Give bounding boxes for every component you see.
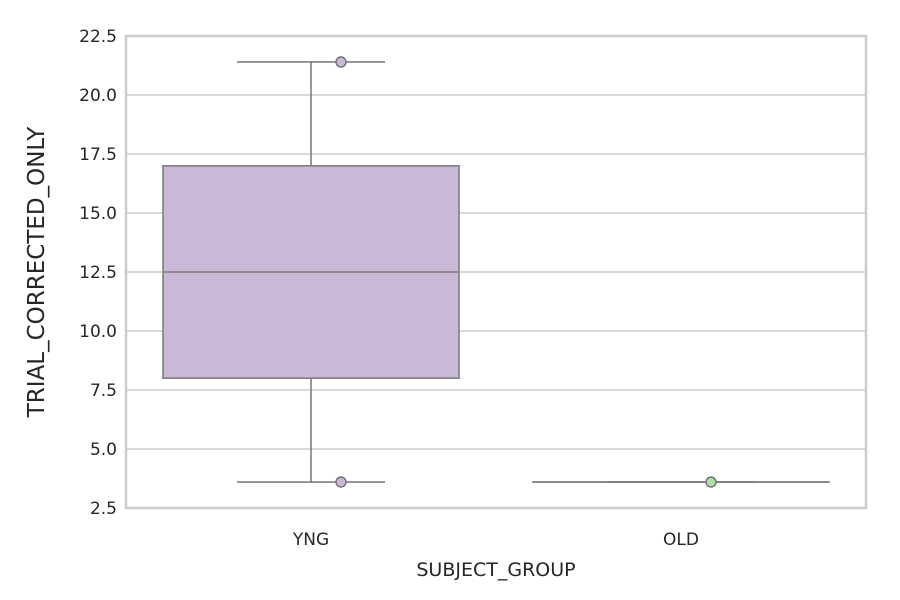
box-yng	[162, 56, 460, 488]
y-tick-label: 17.5	[79, 145, 117, 165]
y-tick-label: 15.0	[79, 204, 117, 224]
y-tick-label: 22.5	[79, 27, 117, 47]
plot-frame	[124, 34, 868, 510]
y-tick-label: 10.0	[79, 322, 117, 342]
data-point	[335, 476, 347, 488]
y-axis-ticks: 2.5 5.0 7.5 10.0 12.5 15.0 17.5 20.0 22.5	[79, 27, 117, 519]
y-tick-label: 12.5	[79, 263, 117, 283]
y-tick-label: 5.0	[90, 440, 117, 460]
x-tick-label: OLD	[663, 530, 699, 550]
box-plot-series	[162, 56, 830, 488]
x-axis-ticks: YNG OLD	[292, 530, 699, 550]
data-point	[705, 476, 717, 488]
y-axis-label: TRIAL_CORRECTED_ONLY	[24, 126, 50, 418]
box-old	[532, 476, 830, 488]
y-tick-label: 7.5	[90, 381, 117, 401]
x-tick-label: YNG	[292, 530, 329, 550]
data-point	[335, 56, 347, 68]
x-axis-label: SUBJECT_GROUP	[416, 559, 575, 581]
y-tick-label: 2.5	[90, 499, 117, 519]
y-tick-label: 20.0	[79, 86, 117, 106]
